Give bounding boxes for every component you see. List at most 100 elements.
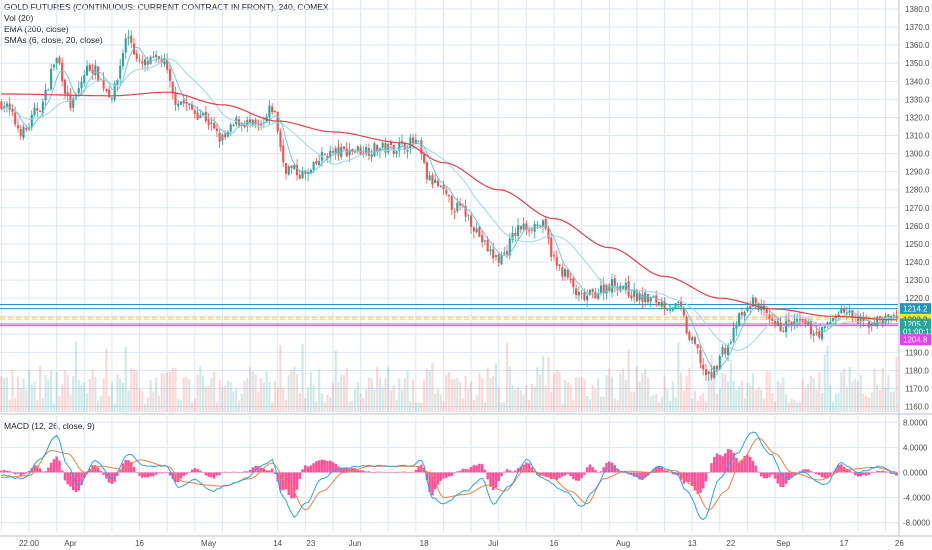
candle-body	[843, 308, 846, 313]
volume-bar	[188, 379, 191, 412]
volume-bar	[807, 384, 810, 412]
candle-body	[218, 132, 221, 142]
candle-body	[776, 321, 779, 326]
macd-histogram-bar	[566, 472, 570, 475]
macd-histogram-bar	[36, 465, 39, 473]
candle-body	[577, 291, 580, 296]
candle-body	[251, 119, 254, 125]
volume-bar	[621, 368, 625, 412]
volume-bar	[699, 395, 702, 412]
volume-bar	[428, 370, 431, 412]
macd-histogram-bar	[475, 465, 478, 473]
volume-bar	[323, 401, 326, 412]
volume-bar	[52, 403, 55, 412]
macd-histogram-bar	[381, 472, 384, 473]
candle-body	[649, 296, 652, 302]
macd-histogram-bar	[251, 467, 255, 473]
macd-histogram-bar	[516, 468, 520, 473]
time-tick-label: Sep	[776, 539, 791, 548]
candle-body	[52, 64, 55, 68]
volume-bar	[124, 346, 127, 412]
price-tag-label: 1214.2	[903, 305, 928, 314]
candle-body	[348, 149, 351, 156]
price-tick-label: 1320.0	[905, 113, 930, 122]
macd-histogram-bar	[110, 472, 114, 484]
candle-body	[663, 301, 666, 309]
volume-bar	[55, 371, 58, 412]
macd-histogram-bar	[130, 462, 133, 473]
volume-bar	[605, 375, 608, 412]
macd-histogram-bar	[257, 466, 260, 473]
candle-body	[837, 314, 840, 317]
volume-bar	[157, 395, 160, 412]
candle-body	[39, 110, 42, 112]
volume-bar	[668, 400, 672, 412]
price-tag-box	[900, 326, 931, 338]
macd-histogram-bar	[315, 461, 318, 473]
macd-histogram-bar	[69, 472, 72, 487]
macd-histogram-bar	[558, 472, 561, 479]
volume-bar	[718, 388, 721, 412]
volume-bar	[196, 374, 199, 412]
price-tag-last: 1205.7	[900, 318, 931, 330]
macd-histogram-bar	[141, 472, 144, 478]
time-tick-label: Aug	[616, 539, 630, 548]
volume-bar	[271, 402, 274, 412]
macd-histogram-bar	[447, 472, 451, 477]
macd-histogram-bar	[400, 471, 404, 473]
volume-bar	[14, 398, 17, 412]
volume-bar	[843, 368, 846, 412]
volume-bar	[243, 380, 246, 412]
candle-body	[807, 322, 810, 325]
volume-bar	[845, 386, 848, 412]
volume-bar	[497, 386, 500, 412]
candle-body	[431, 175, 434, 185]
macd-histogram-bar	[757, 471, 760, 473]
volume-bar	[436, 388, 440, 412]
candle-body	[199, 115, 202, 119]
volume-bar	[218, 380, 221, 412]
time-tick-label: 23	[306, 539, 315, 548]
volume-bar	[873, 368, 876, 412]
candle-body	[384, 143, 387, 153]
candle-body	[323, 153, 326, 155]
candle-body	[550, 237, 553, 257]
macd-histogram-bar	[411, 471, 415, 473]
macd-histogram-bar	[718, 454, 722, 473]
macd-histogram-bar	[829, 472, 832, 477]
candle-body	[536, 224, 539, 226]
macd-histogram-bar	[726, 449, 730, 473]
macd-histogram-bar	[284, 472, 288, 490]
candle-body	[47, 89, 50, 91]
candle-body	[50, 68, 53, 90]
macd-histogram-bar	[458, 470, 462, 473]
macd-histogram-bar	[345, 468, 349, 473]
price-tick-label: 1360.0	[905, 41, 930, 50]
volume-bar	[793, 399, 796, 412]
macd-histogram-bar	[884, 471, 887, 473]
macd-histogram-bar	[610, 462, 614, 473]
volume-bar	[434, 393, 437, 412]
candle-body	[798, 319, 801, 321]
volume-bar	[458, 381, 462, 412]
candle-body	[718, 355, 721, 370]
price-tick-label: 1170.0	[905, 385, 929, 394]
macd-histogram-bar	[13, 472, 17, 475]
volume-bar	[751, 372, 755, 412]
volume-bar	[820, 392, 824, 412]
macd-histogram-bar	[359, 470, 362, 473]
moving-averages	[1, 46, 897, 373]
macd-histogram-bar	[384, 472, 387, 473]
volume-bar	[83, 382, 86, 412]
volume-bar	[826, 345, 829, 412]
candle-body	[588, 290, 591, 295]
candle-body	[646, 294, 649, 303]
macd-histogram-bar	[436, 472, 440, 485]
macd-histogram-bar	[696, 472, 699, 494]
price-tick-label: 1280.0	[905, 186, 930, 195]
candle-body	[715, 366, 719, 370]
candle-body	[613, 278, 616, 286]
candle-body	[14, 112, 17, 125]
candle-body	[622, 286, 625, 289]
